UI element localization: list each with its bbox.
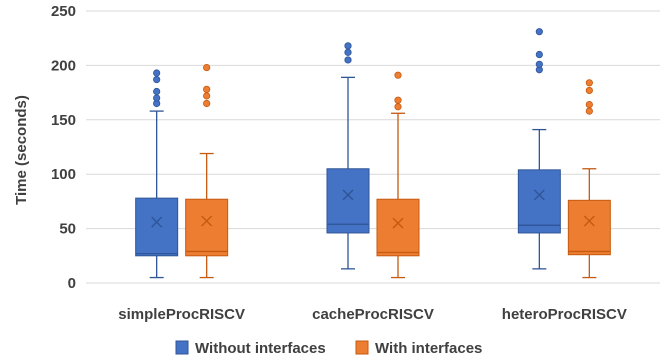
mean-marker	[151, 216, 163, 228]
legend-swatch	[175, 340, 189, 355]
category-label: simpleProcRISCV	[118, 306, 245, 323]
outlier-point	[535, 28, 543, 36]
mean-marker	[201, 215, 213, 227]
outlier-point	[203, 92, 211, 100]
gridlines	[86, 10, 660, 230]
box	[517, 169, 561, 234]
outlier-point	[203, 99, 211, 108]
outlier-point	[153, 87, 161, 96]
category-labels: simpleProcRISCV cacheProcRISCV heteroProcR…	[118, 306, 627, 323]
box-group	[567, 79, 611, 279]
outlier-point	[153, 75, 161, 84]
legend-swatch	[355, 340, 369, 355]
y-axis-title: Time (seconds)	[13, 95, 30, 205]
y-axis-ticks: 0 50 100 150 200 250	[51, 3, 76, 292]
y-tick-label: 250	[51, 3, 76, 20]
box-group	[376, 71, 420, 279]
legend-label: Without interfaces	[195, 340, 326, 357]
y-tick-label: 0	[68, 275, 76, 292]
outlier-point	[153, 69, 161, 77]
mean-marker	[342, 189, 354, 201]
outlier-point	[203, 63, 211, 72]
outlier-point	[344, 56, 352, 64]
box	[185, 198, 229, 257]
outlier-point	[394, 103, 402, 111]
mean-marker	[533, 189, 545, 201]
box-group	[326, 42, 370, 270]
box	[567, 199, 611, 256]
y-tick-label: 200	[51, 57, 76, 74]
box-group	[185, 63, 229, 279]
category-label: heteroProcRISCV	[502, 306, 627, 323]
mean-marker	[583, 215, 595, 227]
outlier-point	[585, 100, 593, 109]
outlier-point	[394, 96, 402, 104]
box-group	[135, 69, 179, 279]
outlier-point	[203, 85, 211, 93]
legend-label: With interfaces	[375, 340, 482, 357]
box-series	[135, 28, 611, 279]
outlier-point	[585, 107, 593, 115]
mean-marker	[392, 217, 404, 229]
y-tick-label: 150	[51, 112, 76, 129]
outlier-point	[585, 86, 593, 95]
box	[326, 168, 370, 234]
legend: Without interfaces With interfaces	[175, 340, 482, 357]
category-label: cacheProcRISCV	[312, 306, 434, 323]
outlier-point	[344, 42, 352, 50]
outlier-point	[585, 79, 593, 87]
y-tick-label: 50	[59, 221, 76, 238]
box-group	[517, 28, 561, 270]
outlier-point	[394, 71, 402, 79]
outlier-point	[344, 48, 352, 56]
outlier-point	[535, 50, 543, 59]
outlier-point	[153, 94, 161, 102]
box	[135, 197, 179, 257]
y-tick-label: 100	[51, 166, 76, 183]
outlier-point	[535, 60, 543, 68]
box	[376, 198, 420, 257]
